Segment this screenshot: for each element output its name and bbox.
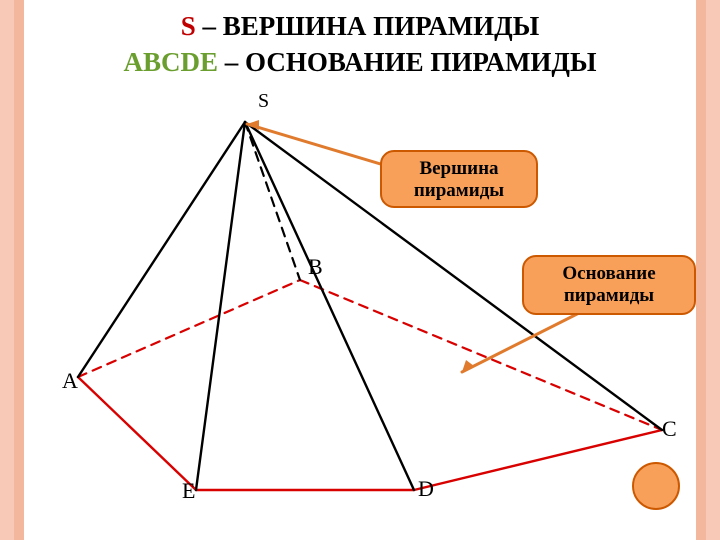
callout-base-line1: Основание	[562, 263, 655, 284]
vertex-label-c: C	[662, 416, 677, 442]
vertex-label-e: E	[182, 478, 195, 504]
slide-nav-dot[interactable]	[632, 462, 680, 510]
callout-apex-line2: пирамиды	[414, 180, 504, 201]
vertex-label-d: D	[418, 476, 434, 502]
vertex-label-s: S	[258, 90, 269, 113]
callout-apex: Вершина пирамиды	[380, 150, 538, 208]
callout-base-line2: пирамиды	[564, 285, 654, 306]
callout-apex-line1: Вершина	[419, 158, 498, 179]
vertex-label-b: B	[308, 254, 323, 280]
callout-base: Основание пирамиды	[522, 255, 696, 315]
vertex-label-a: A	[62, 368, 78, 394]
